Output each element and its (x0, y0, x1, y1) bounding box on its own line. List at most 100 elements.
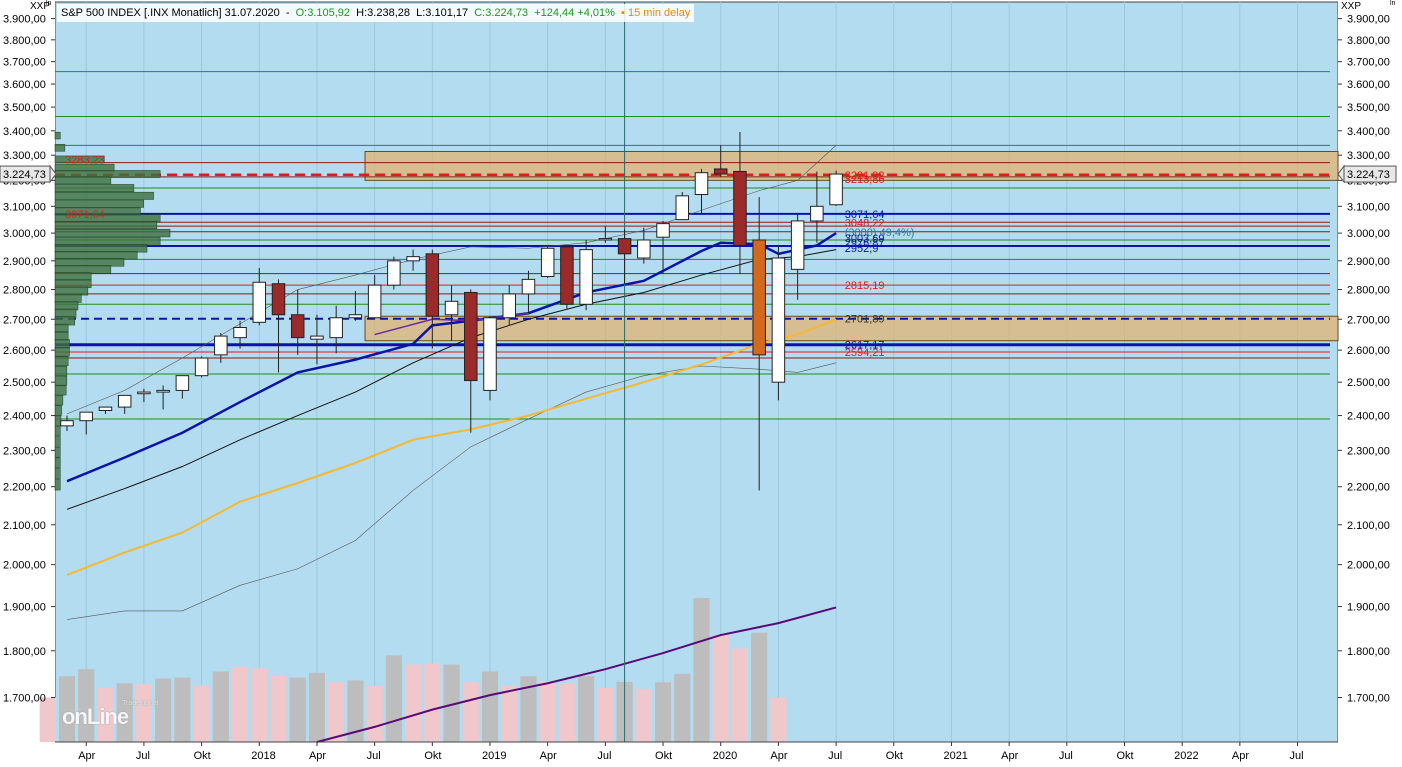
x-tick-label: 2019 (482, 750, 506, 762)
volume-bar (174, 677, 191, 742)
tradesignal-logo: onLine Tradesignal (62, 700, 159, 729)
x-tick-label: 2020 (713, 750, 737, 762)
candle-bull (598, 238, 613, 241)
candle-bull (348, 314, 363, 319)
candle-bull (540, 247, 555, 277)
volume-profile-bar (54, 199, 144, 208)
volume-profile-bar (54, 316, 75, 326)
volume-profile-bar (54, 244, 148, 253)
left-scale-label[interactable]: XXP (30, 1, 51, 12)
last-price-arrow-left (49, 164, 57, 184)
candle-bear (617, 238, 632, 255)
candle-bull (637, 239, 651, 259)
candle-bull (214, 335, 228, 356)
volume-profile-bar (54, 184, 135, 192)
volume-profile-bar (54, 144, 66, 152)
ohlc-open: O:3.105,92 (295, 7, 354, 19)
candle-bull (367, 284, 382, 319)
volume-profile-bar (54, 347, 70, 357)
ohlc-close: C:3.224,73 (474, 7, 532, 19)
y-tick-label-left: 2.000,00 (3, 560, 46, 572)
volume-profile-bar (54, 293, 82, 303)
volume-bar (308, 672, 326, 742)
volume-profile-bar (54, 279, 92, 289)
volume-profile-bar (54, 356, 69, 366)
right-scale-label[interactable]: XXP (1341, 1, 1362, 12)
x-tick-label: 2022 (1174, 750, 1198, 762)
volume-profile-bar (54, 457, 61, 469)
candle-bear (425, 253, 440, 317)
y-tick-label-left: 3.900,00 (3, 14, 46, 26)
y-tick-label-left: 3.700,00 (3, 57, 46, 69)
y-tick-label-right: 1.900,00 (1347, 602, 1390, 614)
left-axis-bg (0, 0, 55, 767)
y-tick-label-right: 2.900,00 (1347, 256, 1390, 268)
y-tick-label-right: 3.500,00 (1347, 102, 1390, 114)
y-tick-label-right: 3.000,00 (1347, 228, 1390, 240)
y-tick-label-right: 2.300,00 (1347, 445, 1390, 457)
volume-bar (693, 598, 710, 742)
volume-bar (155, 678, 172, 742)
candle-bull (810, 205, 824, 222)
level-label: 2594,21 (845, 347, 885, 359)
y-tick-label-left: 2.800,00 (3, 285, 46, 297)
candle-bull (406, 256, 420, 262)
volume-profile-bar (54, 436, 61, 447)
volume-bar (635, 688, 652, 742)
volume-bar (443, 664, 460, 742)
volume-bar (770, 697, 787, 742)
x-tick-label: Jul (828, 750, 842, 762)
last-price-box-right (1343, 165, 1397, 183)
volume-profile-bar (54, 272, 92, 281)
candle-bull (310, 335, 324, 340)
volume-profile-bar (54, 191, 154, 200)
y-tick-label-right: 3.400,00 (1347, 126, 1390, 138)
volume-profile-bar (54, 323, 69, 333)
ohlc-change: +124,44 +4,01% (534, 7, 618, 19)
volume-bar (578, 676, 595, 742)
y-tick-label-left: 3.800,00 (3, 35, 46, 47)
y-tick-label-left: 1.700,00 (3, 693, 46, 705)
y-tick-label-right: 3.600,00 (1347, 79, 1390, 91)
bottom-axis-bg (55, 742, 1338, 767)
ohlc-high: H:3.238,28 (356, 7, 414, 19)
x-tick-label: Okt (1117, 750, 1134, 762)
y-tick-label-right: 2.100,00 (1347, 520, 1390, 532)
volume-bar (539, 680, 556, 742)
candle-bull (771, 257, 786, 383)
volume-bar (251, 668, 268, 742)
x-tick-label: Apr (770, 750, 787, 762)
candle-bear (733, 170, 747, 246)
x-tick-label: Jul (136, 750, 150, 762)
y-tick-label-left: 1.800,00 (3, 646, 46, 658)
volume-bar (97, 687, 114, 742)
moving-average-line (66, 362, 837, 620)
volume-bar (462, 682, 479, 742)
x-tick-label: Okt (886, 750, 903, 762)
instrument-title: S&P 500 INDEX [.INX Monatlich] 31.07.202… (61, 7, 280, 19)
x-tick-label: Apr (78, 750, 95, 762)
level-label: 2952,9 (845, 243, 879, 255)
volume-bar (558, 683, 575, 742)
volume-profile-bar (54, 415, 62, 426)
x-tick-label: Apr (1001, 750, 1018, 762)
volume-bar (712, 635, 729, 742)
y-tick-label-right: 2.600,00 (1347, 345, 1390, 357)
y-tick-label-right: 1.700,00 (1347, 693, 1390, 705)
y-tick-label-right: 2.400,00 (1347, 411, 1390, 423)
volume-bar (231, 666, 249, 742)
volume-profile-bar (54, 468, 61, 480)
x-tick-label: Jul (1059, 750, 1073, 762)
y-tick-label-left: 2.400,00 (3, 411, 46, 423)
candle-bull (387, 260, 401, 286)
y-tick-label-left: 2.600,00 (3, 345, 46, 357)
y-tick-label-left: 3.100,00 (3, 201, 46, 213)
candle-bull (117, 394, 132, 408)
candle-bull (483, 317, 497, 391)
volume-bar (78, 669, 95, 742)
candle-bull (521, 278, 536, 295)
volume-profile-bar (54, 395, 64, 406)
volume-bar (481, 671, 499, 742)
